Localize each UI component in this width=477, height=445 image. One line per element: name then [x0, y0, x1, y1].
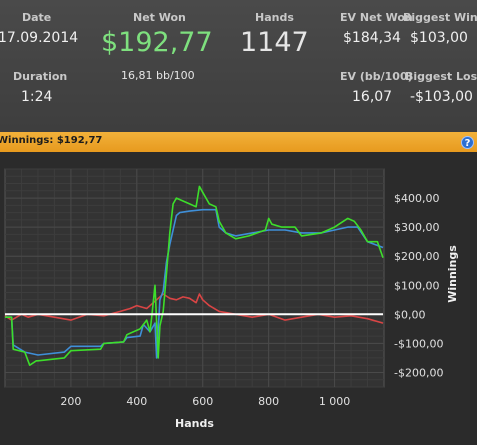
hands-value: 1147 — [240, 27, 309, 58]
stats-panel: Date 17.09.2014 Net Won $192,77 Hands 11… — [0, 0, 477, 132]
series-line-green — [5, 185, 384, 366]
net-won-label: Net Won — [133, 11, 186, 24]
x-tick-label: 400 — [126, 395, 147, 408]
ev-net-won-value: $184,34 — [343, 30, 401, 46]
y-tick-label: $400,00 — [394, 192, 440, 205]
x-tick-label: 1 000 — [319, 395, 351, 408]
y-tick-label: $300,00 — [394, 221, 440, 234]
series-line-red — [4, 293, 384, 324]
ev-bb-value: 16,07 — [352, 89, 393, 105]
y-tick-label: $0,00 — [394, 308, 426, 321]
ev-bb-label: EV (bb/100) — [340, 70, 413, 83]
winnings-bar-label: Winnings: $192,77 — [0, 135, 103, 146]
bb-rate-value: 16,81 bb/100 — [121, 69, 195, 82]
duration-label: Duration — [13, 70, 68, 83]
help-icon[interactable]: ? — [461, 136, 474, 149]
y-tick-label: $100,00 — [394, 279, 440, 292]
net-won-value: $192,77 — [101, 27, 213, 58]
winnings-chart-area: $400,00 $300,00 $200,00 $100,00 $0,00 -$100,0… — [0, 152, 477, 441]
biggest-loss-label: Biggest Loss — [405, 70, 477, 83]
y-tick-label: -$100,00 — [394, 337, 443, 350]
y-tick-label: $200,00 — [394, 250, 440, 263]
y-axis-title: Winnings — [446, 245, 459, 303]
x-tick-label: 600 — [192, 395, 213, 408]
winnings-chart: $400,00 $300,00 $200,00 $100,00 $0,00 -$100,0… — [4, 168, 459, 430]
hands-label: Hands — [255, 11, 294, 24]
biggest-win-label: Biggest Win — [403, 11, 477, 24]
biggest-win-value: $103,00 — [410, 30, 468, 46]
duration-value: 1:24 — [21, 89, 53, 105]
x-tick-label: 800 — [258, 395, 279, 408]
x-axis-title: Hands — [175, 417, 214, 430]
biggest-loss-value: -$103,00 — [410, 89, 473, 105]
date-value: 17.09.2014 — [0, 30, 79, 46]
date-label: Date — [22, 11, 52, 24]
x-tick-label: 200 — [60, 395, 81, 408]
ev-net-won-label: EV Net Won — [340, 11, 413, 24]
winnings-bar: Winnings: $192,77 — [0, 132, 477, 152]
y-tick-label: -$200,00 — [394, 366, 443, 379]
